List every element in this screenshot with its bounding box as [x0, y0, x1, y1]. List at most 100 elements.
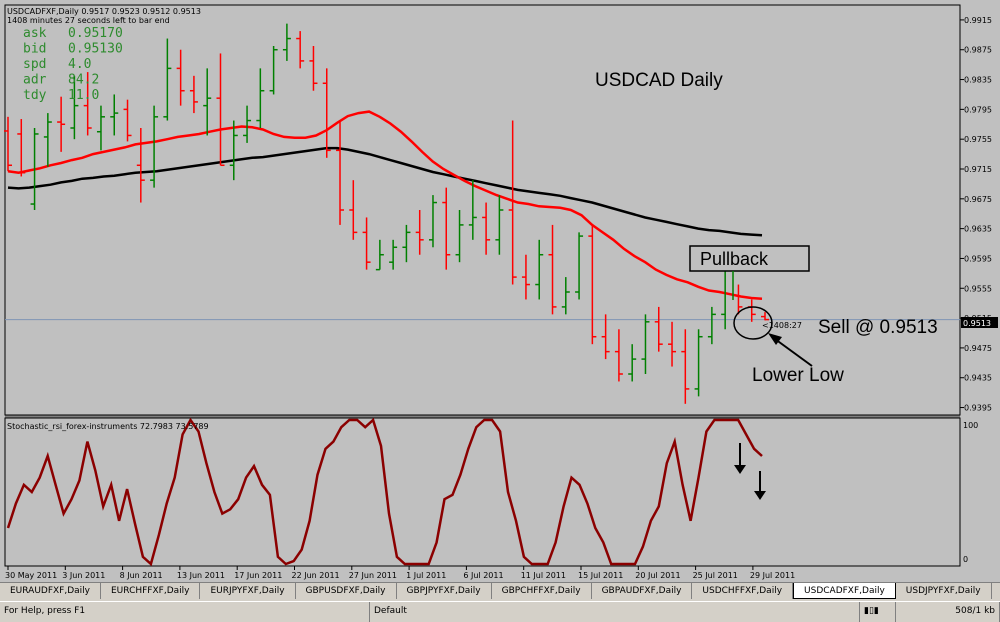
date-tick-label: 27 Jun 2011	[349, 571, 397, 580]
tab-nzd[interactable]: NZD	[992, 583, 1000, 599]
price-bar	[216, 53, 225, 167]
price-bar	[163, 38, 172, 121]
price-bar	[375, 239, 384, 271]
main-chart-frame	[4, 4, 961, 416]
timer-header: 1408 minutes 27 seconds left to bar end	[7, 16, 170, 25]
price-bar	[349, 180, 358, 240]
price-tick-label: 0.9675	[964, 195, 992, 204]
price-bar	[176, 49, 185, 106]
indicator-frame	[4, 417, 961, 567]
price-bar	[694, 329, 703, 397]
price-bar	[575, 232, 584, 300]
price-bar	[269, 46, 278, 95]
symbol-header: USDCADFXF,Daily 0.9517 0.9523 0.9512 0.9…	[7, 7, 201, 16]
tab-gbpjpyfxf-daily[interactable]: GBPJPYFXF,Daily	[397, 583, 492, 599]
price-bar	[282, 23, 291, 61]
fast-ma-line	[7, 110, 763, 300]
symbol-tabs: EURAUDFXF,Daily EURCHFFXF,Daily EURJPYFXF,…	[0, 582, 1000, 602]
price-bar	[428, 195, 437, 248]
stochastic-line	[6, 417, 763, 567]
price-bar	[668, 321, 677, 367]
price-bar	[561, 277, 570, 315]
chart-background	[0, 0, 1000, 582]
pullback-label: Pullback	[700, 249, 769, 269]
price-tick-label: 0.9715	[964, 165, 992, 174]
price-bar	[402, 224, 411, 263]
lower-low-label: Lower Low	[752, 365, 844, 386]
price-bar	[455, 210, 464, 263]
price-bar	[70, 75, 79, 140]
price-bar	[43, 113, 52, 167]
down-arrow-2	[754, 471, 766, 500]
price-bar	[256, 68, 265, 128]
price-bar	[521, 254, 530, 300]
price-bar	[296, 31, 305, 69]
tab-usdjpyfxf-daily[interactable]: USDJPYFXF,Daily	[896, 583, 992, 599]
price-bar	[203, 68, 212, 136]
price-bar	[136, 128, 145, 203]
tab-gbpusdfxf-daily[interactable]: GBPUSDFXF,Daily	[296, 583, 397, 599]
sell-circle	[733, 306, 773, 340]
price-tick-label: 0.9555	[964, 284, 992, 293]
price-axis: 0.9915 0.9875 0.9835 0.9795 0.9755 0.9715 0.96…	[960, 16, 992, 413]
price-tick-label: 0.9635	[964, 225, 992, 234]
chart-title: USDCAD Daily	[595, 70, 723, 91]
price-bar	[110, 94, 119, 136]
info-panel: ask 0.95170 bid 0.95130 spd 4.0 adr 84.2 tdy 11.0	[23, 26, 123, 103]
info-value: 11.0	[68, 88, 99, 103]
lower-low-arrow	[774, 338, 813, 367]
chart-window: 0.9915 0.9875 0.9835 0.9795 0.9755 0.9715 0.96…	[0, 0, 1000, 582]
price-bar	[336, 120, 345, 225]
price-bar	[535, 239, 544, 300]
down-arrow-1	[734, 443, 746, 474]
tab-euraudfxf-daily[interactable]: EURAUDFXF,Daily	[0, 583, 101, 599]
price-bar	[468, 180, 477, 240]
date-tick-label: 15 Jul 2011	[578, 571, 623, 580]
price-bar	[761, 312, 769, 321]
date-tick-label: 3 Jun 2011	[62, 571, 105, 580]
price-bar	[4, 116, 12, 172]
info-label: tdy	[23, 88, 47, 103]
date-tick-label: 20 Jul 2011	[635, 571, 680, 580]
price-tick-label: 0.9755	[964, 135, 992, 144]
price-bar	[57, 96, 66, 152]
price-tick-label: 0.9475	[964, 344, 992, 353]
price-bar	[415, 210, 424, 255]
tab-gbpaudfxf-daily[interactable]: GBPAUDFXF,Daily	[592, 583, 693, 599]
info-label: bid	[23, 42, 46, 57]
tab-usdcadfxf-daily[interactable]: USDCADFXF,Daily	[793, 583, 896, 599]
price-tick-label: 0.9795	[964, 105, 992, 114]
price-bar	[362, 217, 371, 270]
info-value: 0.95130	[68, 42, 123, 57]
price-tick-label: 0.9835	[964, 76, 992, 85]
price-tick-label: 0.9595	[964, 254, 992, 263]
price-bar	[189, 75, 198, 114]
moving-averages	[7, 110, 763, 300]
price-bar	[482, 202, 491, 255]
tab-eurchffxf-daily[interactable]: EURCHFFXF,Daily	[101, 583, 201, 599]
date-tick-label: 1 Jul 2011	[406, 571, 446, 580]
status-profile: Default	[370, 602, 860, 622]
status-bar: For Help, press F1 Default ▮▯▮ 508/1 kb	[0, 601, 1000, 622]
price-bar	[654, 306, 663, 352]
price-tick-label: 0.9915	[964, 16, 992, 25]
info-label: spd	[23, 57, 46, 72]
stochastic-line	[6, 417, 763, 567]
price-bar	[508, 120, 517, 285]
date-tick-label: 6 Jul 2011	[463, 571, 503, 580]
info-value: 4.0	[68, 57, 91, 72]
indicator-scale-bottom: 0	[963, 555, 968, 564]
date-tick-label: 8 Jun 2011	[120, 571, 163, 580]
price-bar	[243, 105, 252, 143]
date-tick-label: 29 Jul 2011	[750, 571, 795, 580]
tab-gbpchffxf-daily[interactable]: GBPCHFFXF,Daily	[492, 583, 592, 599]
info-label: adr	[23, 73, 47, 88]
price-bar	[229, 120, 238, 181]
price-bar	[641, 314, 650, 374]
tab-eurjpyfxf-daily[interactable]: EURJPYFXF,Daily	[200, 583, 296, 599]
price-bar	[707, 306, 716, 345]
tab-usdchffxf-daily[interactable]: USDCHFFXF,Daily	[692, 583, 794, 599]
price-bar	[123, 99, 132, 142]
price-bar	[17, 119, 26, 177]
price-bar	[495, 195, 504, 255]
